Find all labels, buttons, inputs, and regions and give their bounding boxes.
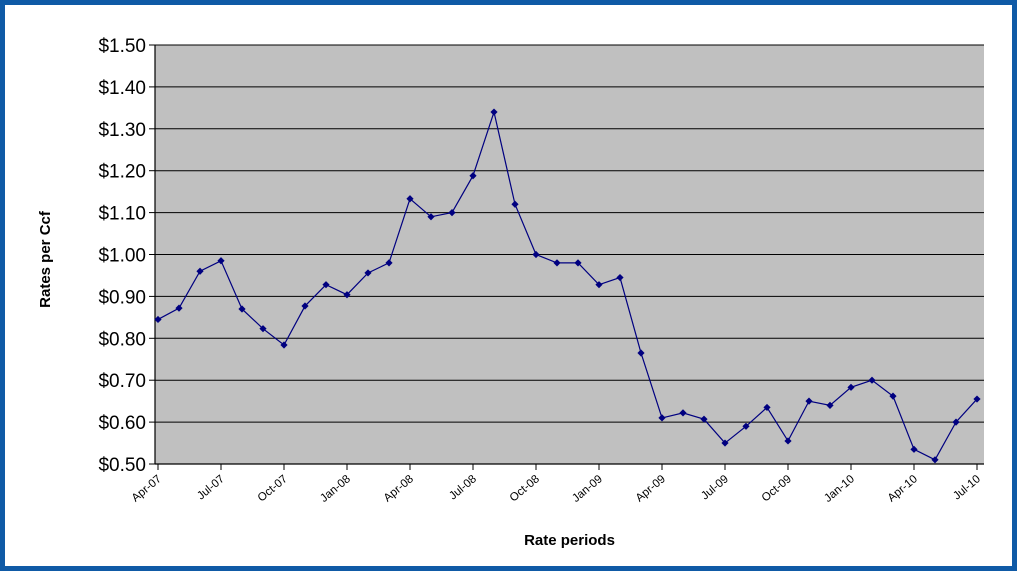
y-tick-label: $1.00 bbox=[98, 246, 146, 267]
series-line bbox=[157, 109, 978, 461]
data-point bbox=[931, 456, 939, 464]
y-tick-label: $0.50 bbox=[98, 455, 146, 476]
data-point bbox=[343, 291, 351, 299]
data-point bbox=[763, 403, 771, 412]
data-point bbox=[385, 259, 393, 267]
data-point bbox=[574, 259, 582, 267]
x-axis-title: Rate periods bbox=[524, 532, 615, 549]
y-tick-label: $0.90 bbox=[98, 287, 146, 308]
x-tick-label: Jul-08 bbox=[447, 473, 479, 502]
x-tick-label: Jul-09 bbox=[699, 473, 731, 502]
y-tick-label: $1.10 bbox=[98, 204, 146, 225]
data-point bbox=[238, 305, 246, 313]
y-tick-label: $0.70 bbox=[98, 371, 146, 392]
data-point bbox=[784, 437, 792, 445]
data-point bbox=[427, 213, 435, 221]
x-tick-label: Oct-09 bbox=[760, 473, 794, 504]
data-point bbox=[868, 376, 876, 384]
data-point bbox=[259, 325, 267, 333]
data-point bbox=[952, 418, 960, 426]
y-tick-label: $1.50 bbox=[98, 36, 146, 57]
data-point bbox=[301, 302, 309, 310]
data-point bbox=[616, 273, 624, 282]
data-point bbox=[154, 315, 162, 324]
y-tick-label: $1.20 bbox=[98, 162, 146, 183]
data-point bbox=[364, 269, 372, 277]
x-tick-label: Apr-08 bbox=[382, 473, 416, 504]
data-point bbox=[679, 409, 687, 417]
data-point bbox=[637, 349, 645, 357]
data-point bbox=[805, 397, 813, 405]
data-point bbox=[448, 209, 456, 217]
data-point bbox=[532, 250, 540, 259]
data-point bbox=[721, 439, 729, 447]
data-point bbox=[889, 392, 897, 400]
data-point bbox=[826, 401, 834, 409]
axes bbox=[154, 45, 984, 470]
data-point bbox=[469, 172, 477, 180]
data-point bbox=[406, 195, 414, 203]
data-point bbox=[322, 281, 330, 289]
data-markers bbox=[154, 108, 981, 464]
y-tick-label: $1.30 bbox=[98, 120, 146, 141]
x-tick-label: Jan-08 bbox=[318, 473, 353, 505]
line-chart: $0.50 $0.60 $0.70 $0.80 $0.90 $1.00 $1.10 $1.20… bbox=[37, 36, 984, 549]
data-point bbox=[196, 267, 204, 275]
data-point bbox=[553, 259, 561, 267]
data-point bbox=[490, 108, 498, 116]
x-tick-label: Oct-07 bbox=[256, 473, 290, 504]
data-point bbox=[595, 281, 603, 289]
y-axis-tick-labels: $0.50 $0.60 $0.70 $0.80 $0.90 $1.00 $1.10 $1.20… bbox=[98, 36, 146, 476]
x-tick-label: Apr-09 bbox=[634, 473, 668, 504]
y-tick-label: $1.40 bbox=[98, 78, 146, 99]
data-point bbox=[847, 383, 855, 391]
data-point bbox=[910, 445, 918, 453]
x-tick-label: Apr-07 bbox=[130, 473, 164, 504]
x-tick-label: Jan-09 bbox=[570, 473, 605, 505]
data-point bbox=[511, 200, 519, 208]
data-point bbox=[700, 415, 708, 423]
y-tick-label: $0.60 bbox=[98, 413, 146, 434]
gridlines bbox=[149, 44, 984, 465]
y-tick-label: $0.80 bbox=[98, 329, 146, 350]
data-point bbox=[973, 395, 981, 403]
x-tick-label: Jan-10 bbox=[822, 473, 857, 505]
data-point bbox=[742, 422, 750, 430]
data-point bbox=[280, 341, 288, 349]
y-axis-title: Rates per Ccf bbox=[37, 210, 54, 308]
x-tick-label: Jul-10 bbox=[951, 473, 983, 502]
x-tick-label: Apr-10 bbox=[886, 473, 920, 504]
data-point bbox=[658, 414, 666, 422]
data-point bbox=[175, 304, 183, 312]
x-tick-label: Jul-07 bbox=[195, 473, 227, 502]
x-axis-tick-labels: Apr-07 Jul-07 Oct-07 Jan-08 Apr-08 Jul-08 Oct-… bbox=[130, 473, 983, 505]
x-tick-label: Oct-08 bbox=[508, 473, 542, 504]
